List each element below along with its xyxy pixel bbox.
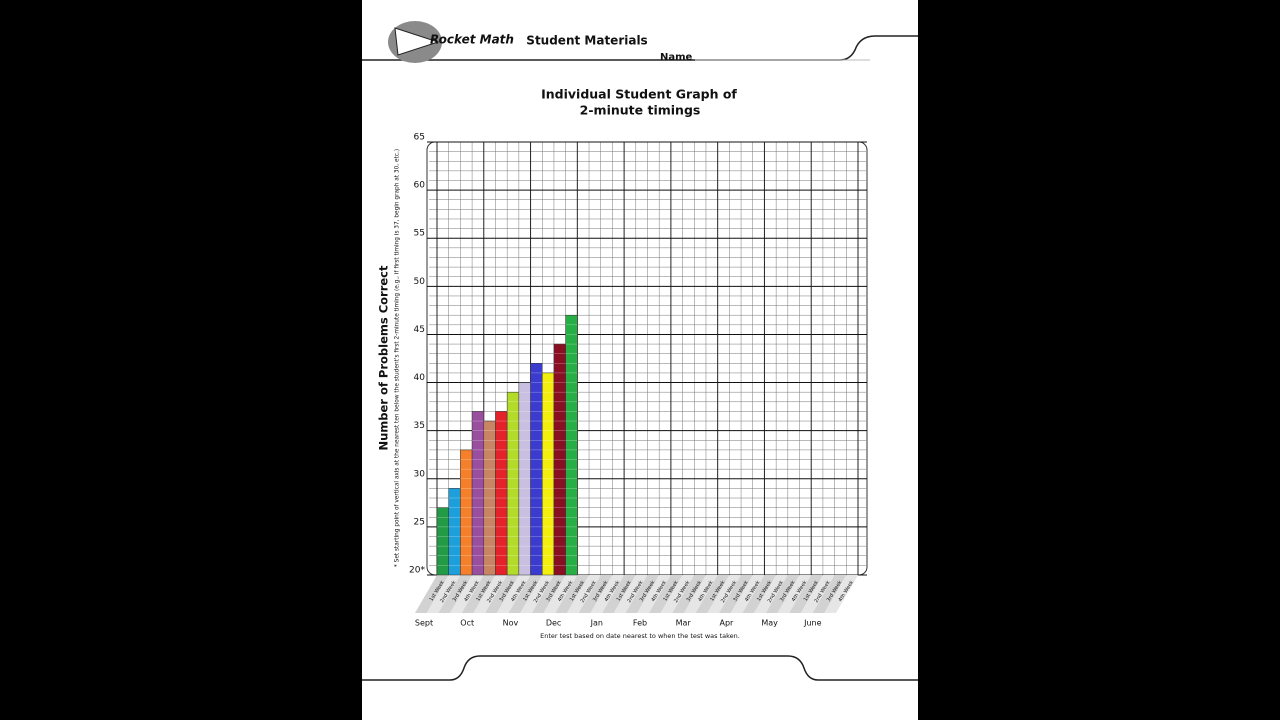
label-shade (473, 575, 508, 613)
label-shade (789, 575, 823, 613)
month-label: June (803, 619, 822, 628)
month-label: Apr (719, 619, 734, 628)
bar (542, 372, 555, 576)
bar (471, 411, 485, 576)
label-shade (461, 575, 496, 613)
chart-title: Individual Student Graph of (541, 87, 737, 102)
label-shade (707, 575, 742, 613)
logo-text: Rocket Math (430, 33, 514, 47)
logo-rocket (394, 27, 440, 56)
label-shade (648, 575, 683, 613)
month-label: Sept (415, 619, 433, 628)
label-shade (531, 575, 566, 613)
label-shade (578, 575, 613, 613)
label-shade (602, 575, 636, 613)
label-shade (800, 575, 835, 613)
month-label: Mar (676, 619, 692, 628)
y-tick-label: 45 (414, 325, 425, 335)
bar (448, 488, 461, 576)
label-shade (613, 575, 648, 613)
label-shade (777, 575, 812, 613)
y-tick-label: 60 (414, 181, 426, 191)
label-shade (625, 575, 660, 613)
y-axis-label: Number of Problems Correct (377, 265, 391, 451)
footer-note: Enter test based on date nearest to when… (540, 632, 740, 640)
label-shade (426, 575, 461, 613)
bar (506, 391, 520, 576)
bar (460, 449, 473, 576)
label-shade (590, 575, 625, 613)
label-shade (567, 575, 601, 613)
axis-note: * Set starting point of vertical axis at… (395, 149, 401, 567)
name-label: Name (660, 52, 693, 63)
y-tick-label: 50 (414, 277, 426, 287)
label-shade (508, 575, 543, 613)
y-tick-label: 65 (414, 133, 425, 143)
bar (495, 411, 508, 576)
y-tick-label: 20* (409, 566, 425, 576)
month-label: Nov (503, 619, 519, 628)
label-shade (660, 575, 695, 613)
y-tick-label: 55 (414, 229, 425, 239)
label-shade (450, 575, 484, 613)
label-shade (543, 575, 578, 613)
label-shade (415, 575, 449, 613)
label-shade (672, 575, 706, 613)
y-tick-label: 40 (414, 373, 426, 383)
label-shade (730, 575, 765, 613)
label-shade (754, 575, 788, 613)
label-shade (683, 575, 718, 613)
month-label: Jan (590, 619, 603, 628)
bar (565, 314, 578, 576)
y-tick-label: 25 (414, 517, 425, 527)
label-shade (555, 575, 590, 613)
label-shade (824, 575, 858, 613)
y-tick-label: 35 (414, 421, 425, 431)
label-shade (637, 575, 671, 613)
y-tick-label: 30 (414, 469, 426, 479)
bar (436, 507, 449, 576)
label-shade (438, 575, 473, 613)
month-label: Oct (460, 619, 474, 628)
label-shade (485, 575, 519, 613)
label-shade (520, 575, 554, 613)
month-label: Dec (546, 619, 561, 628)
label-shade (742, 575, 777, 613)
month-label: May (761, 619, 778, 628)
label-shade (765, 575, 800, 613)
label-shade (812, 575, 847, 613)
footer-rule (362, 655, 918, 681)
month-label: Feb (633, 619, 647, 628)
label-shade (695, 575, 730, 613)
section-title: Student Materials (526, 34, 647, 48)
label-shade (719, 575, 753, 613)
label-shade (496, 575, 531, 613)
chart-title: 2-minute timings (580, 103, 701, 118)
